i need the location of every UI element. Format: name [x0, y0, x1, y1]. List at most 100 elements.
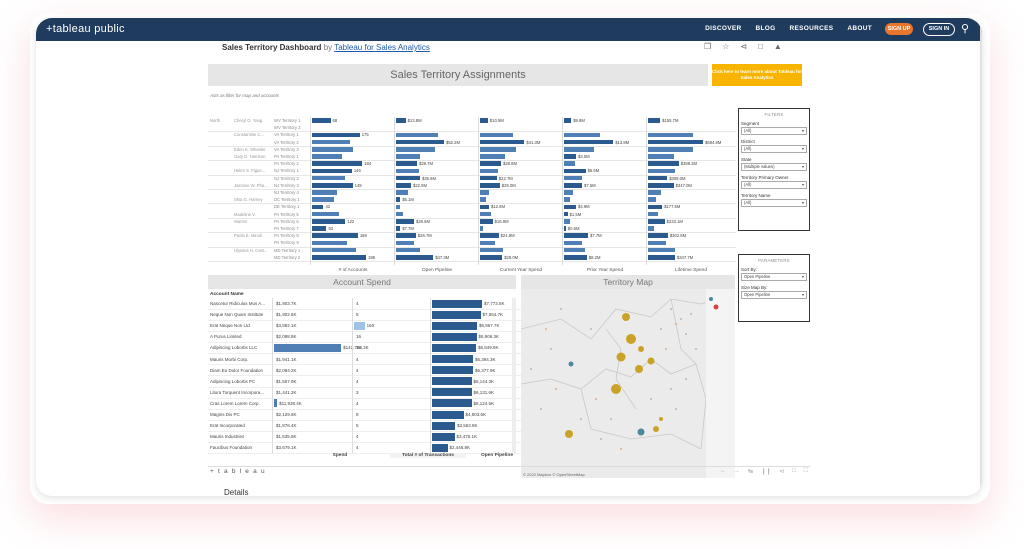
revert-icon[interactable]: ↹ — [748, 469, 754, 475]
account-row[interactable]: Diam Eu Dolor Foundation $2,094.2K 4 $6,377… — [208, 365, 528, 377]
embed-icon[interactable]: ▲ — [773, 42, 782, 51]
sign-in-button[interactable]: SIGN IN — [923, 23, 955, 36]
measure-bar[interactable] — [648, 154, 674, 159]
open-pipeline-bar[interactable] — [432, 377, 472, 386]
measure-bar[interactable] — [564, 226, 566, 231]
measure-bar[interactable] — [648, 219, 665, 224]
sign-up-button[interactable]: SIGN UP — [885, 23, 913, 35]
nav-discover[interactable]: DISCOVER — [705, 25, 742, 32]
comment-icon[interactable]: □ — [758, 42, 763, 51]
filter-dropdown[interactable]: (All) ▾ — [741, 145, 807, 153]
measure-bar[interactable] — [648, 132, 693, 138]
measure-bar[interactable] — [480, 161, 501, 167]
measure-bar[interactable] — [312, 204, 324, 210]
account-row[interactable]: Cras Lorem Lorem Corp. $11,938.4K 4 $6,124.… — [208, 398, 528, 410]
measure-bar[interactable] — [648, 197, 656, 203]
account-row[interactable]: Neque Non Quam Institute $1,902.6K 5 $7,554… — [208, 309, 528, 321]
measure-bar[interactable] — [480, 147, 516, 152]
spend-bar[interactable] — [274, 343, 342, 352]
open-pipeline-bar[interactable] — [432, 421, 455, 430]
measure-bar[interactable] — [312, 183, 353, 188]
measure-bar[interactable] — [564, 168, 586, 174]
measure-bar[interactable] — [480, 255, 503, 260]
measure-bar[interactable] — [480, 190, 489, 195]
measure-bar[interactable] — [396, 118, 406, 123]
measure-bar[interactable] — [564, 139, 614, 145]
nav-blog[interactable]: BLOG — [755, 25, 776, 32]
territory-row[interactable]: Shia G. Harney DC Territory 1 $5.1M — [208, 196, 736, 203]
measure-bar[interactable] — [396, 139, 444, 145]
measure-bar[interactable] — [648, 168, 675, 174]
filter-dropdown[interactable]: Open Pipeline ▾ — [741, 291, 807, 299]
measure-bar[interactable] — [480, 211, 491, 217]
measure-bar[interactable] — [480, 233, 499, 239]
measure-bar[interactable] — [564, 247, 585, 253]
tableau-footer-logo[interactable]: + t a b l e a u — [210, 468, 266, 475]
pause-icon[interactable]: ❙❙ — [761, 469, 772, 475]
measure-bar[interactable] — [564, 183, 582, 188]
measure-bar[interactable] — [648, 233, 668, 239]
measure-bar[interactable] — [480, 168, 498, 174]
open-pipeline-bar[interactable] — [432, 388, 472, 397]
territory-row[interactable]: Gary D. Harrison PA Territory 1 $3.5M — [208, 153, 736, 160]
account-row[interactable]: Magnis Dis PC $2,129.8K 8 $4,903.6K — [208, 409, 528, 421]
tableau-public-logo[interactable]: +tableau public — [46, 23, 125, 35]
account-row[interactable]: Erat Neque Non Ltd $3,882.1K 160 $6,967.7K — [208, 320, 528, 333]
share-bottom-icon[interactable]: ⊲ — [779, 469, 785, 475]
measure-bar[interactable] — [312, 211, 340, 217]
filter-dropdown[interactable]: (All) ▾ — [741, 127, 807, 135]
account-row[interactable]: Mauris Industries $1,535.8K 4 $3,475.1K — [208, 431, 528, 444]
account-row[interactable]: Erat Incorporated $1,876.4K 5 $3,563.8K — [208, 420, 528, 432]
territory-row[interactable]: Paola E. Minoli PA Territory 8 168 $26.7M $2… — [208, 232, 736, 239]
measure-bar[interactable] — [648, 247, 675, 253]
territory-row[interactable]: Jasmine W. Pha... NJ Territory 3 149 $22.9M… — [208, 182, 736, 189]
undo-icon[interactable]: ← — [720, 468, 727, 474]
author-link[interactable]: Tableau for Sales Analytics — [334, 43, 430, 52]
measure-bar[interactable] — [312, 219, 346, 224]
territory-map[interactable]: © 2022 Mapbox © OpenStreetMap — [521, 289, 735, 478]
measure-bar[interactable] — [312, 154, 342, 159]
account-row[interactable]: Faucibus Foundation $3,679.1K 4 $2,446.8K — [208, 442, 528, 455]
open-pipeline-bar[interactable] — [432, 366, 473, 375]
share-icon[interactable]: ⊲ — [740, 42, 748, 51]
open-pipeline-bar[interactable] — [432, 343, 476, 352]
measure-bar[interactable] — [564, 161, 575, 167]
measure-bar[interactable] — [312, 118, 331, 123]
measure-bar[interactable] — [312, 197, 334, 203]
measure-bar[interactable] — [480, 197, 486, 203]
measure-bar[interactable] — [648, 190, 661, 195]
favorite-star-icon[interactable]: ☆ — [722, 42, 730, 51]
open-pipeline-bar[interactable] — [432, 299, 482, 308]
measure-bar[interactable] — [312, 233, 358, 239]
measure-bar[interactable] — [480, 154, 506, 159]
measure-bar[interactable] — [564, 175, 582, 181]
open-pipeline-bar[interactable] — [432, 410, 464, 419]
spend-bar[interactable] — [274, 399, 278, 408]
open-pipeline-bar[interactable] — [432, 332, 477, 341]
open-pipeline-bar[interactable] — [432, 310, 481, 319]
measure-bar[interactable] — [648, 204, 663, 210]
measure-bar[interactable] — [480, 118, 488, 123]
measure-bar[interactable] — [396, 247, 420, 253]
measure-bar[interactable] — [396, 233, 416, 239]
measure-bar[interactable] — [312, 161, 363, 167]
territory-row[interactable]: DE Territory 1 42 $12.6M $4.9M $177.5M — [208, 203, 736, 210]
measure-bar[interactable] — [396, 132, 438, 138]
measure-bar[interactable] — [648, 118, 661, 123]
measure-bar[interactable] — [564, 132, 600, 138]
territory-row[interactable]: VA Territory 2 $52.2M $41.3M $13.8M $684.8M — [208, 139, 736, 146]
measure-bar[interactable] — [480, 219, 493, 224]
measure-bar[interactable] — [564, 118, 572, 123]
account-row[interactable]: A Purus Limited $2,098.8K 16 $6,906.3K — [208, 331, 528, 344]
measure-bar[interactable] — [312, 226, 327, 231]
measure-bar[interactable] — [396, 147, 435, 152]
nav-about[interactable]: ABOUT — [847, 25, 872, 32]
measure-bar[interactable] — [564, 190, 573, 195]
measure-bar[interactable] — [648, 147, 693, 152]
transactions-bar[interactable] — [354, 321, 365, 330]
measure-bar[interactable] — [396, 255, 434, 260]
territory-row[interactable]: Constantine C... VA Territory 1 175 — [208, 131, 736, 138]
account-row[interactable]: Mauris Morbi Corp. $1,941.1K 4 $6,394.3K — [208, 354, 528, 366]
measure-bar[interactable] — [480, 204, 489, 210]
download-icon[interactable]: □ — [792, 468, 796, 474]
